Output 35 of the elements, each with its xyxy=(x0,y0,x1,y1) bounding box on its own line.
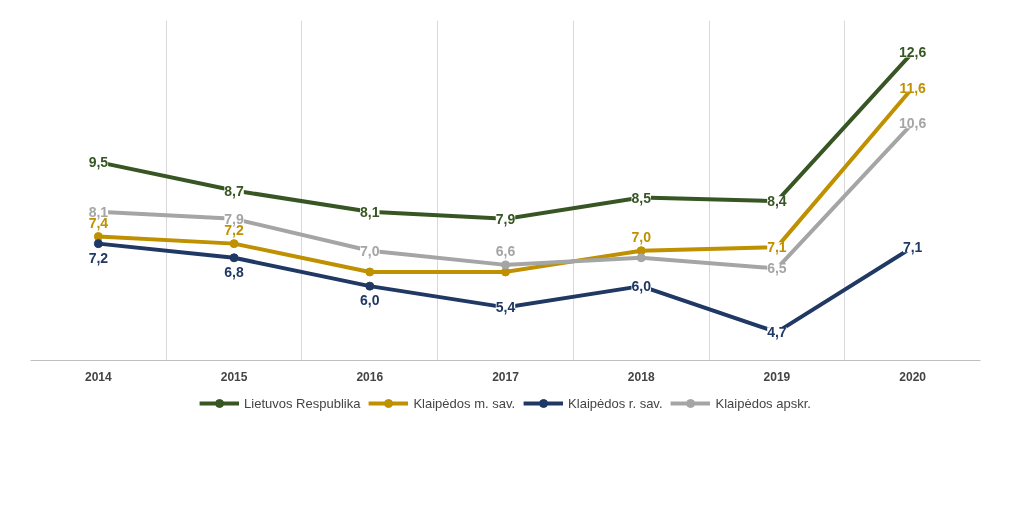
legend-label: Klaipėdos r. sav. xyxy=(568,395,663,411)
data-label: 6,5 xyxy=(767,260,787,277)
point xyxy=(229,239,239,249)
x-tick-label: 2017 xyxy=(492,369,520,384)
data-label: 11,6 xyxy=(899,79,927,96)
x-tick-label: 2020 xyxy=(899,369,927,384)
point xyxy=(365,267,375,277)
x-tick-label: 2019 xyxy=(763,369,791,384)
data-label: 6,6 xyxy=(495,242,516,259)
data-label: 12,6 xyxy=(899,44,927,61)
x-tick-label: 2014 xyxy=(85,369,113,384)
x-tick-label: 2015 xyxy=(220,369,248,384)
x-tick-label: 2016 xyxy=(356,369,384,384)
legend-label: Klaipėdos apskr. xyxy=(715,395,811,411)
data-label: 6,0 xyxy=(631,278,652,295)
data-label: 8,7 xyxy=(224,182,245,199)
data-label: 10,6 xyxy=(899,115,927,132)
data-label: 8,1 xyxy=(360,203,380,220)
data-label: 9,5 xyxy=(88,154,109,171)
legend-label: Klaipėdos m. sav. xyxy=(413,395,516,411)
data-label: 7,9 xyxy=(495,210,516,227)
data-label: 4,7 xyxy=(767,324,787,341)
data-label: 7,0 xyxy=(360,242,380,259)
data-label: 7,2 xyxy=(88,249,109,266)
legend-label: Lietuvos Respublika xyxy=(244,395,361,411)
data-label: 6,8 xyxy=(224,263,245,280)
data-label: 7,1 xyxy=(902,239,923,256)
data-label: 8,5 xyxy=(631,189,652,206)
data-label: 5,4 xyxy=(495,299,516,316)
data-label: 7,1 xyxy=(767,239,787,256)
point xyxy=(501,267,510,277)
data-label: 6,0 xyxy=(360,292,380,309)
data-label: 8,4 xyxy=(767,193,787,210)
data-label: 7,0 xyxy=(631,228,652,245)
x-tick-label: 2018 xyxy=(627,369,655,384)
